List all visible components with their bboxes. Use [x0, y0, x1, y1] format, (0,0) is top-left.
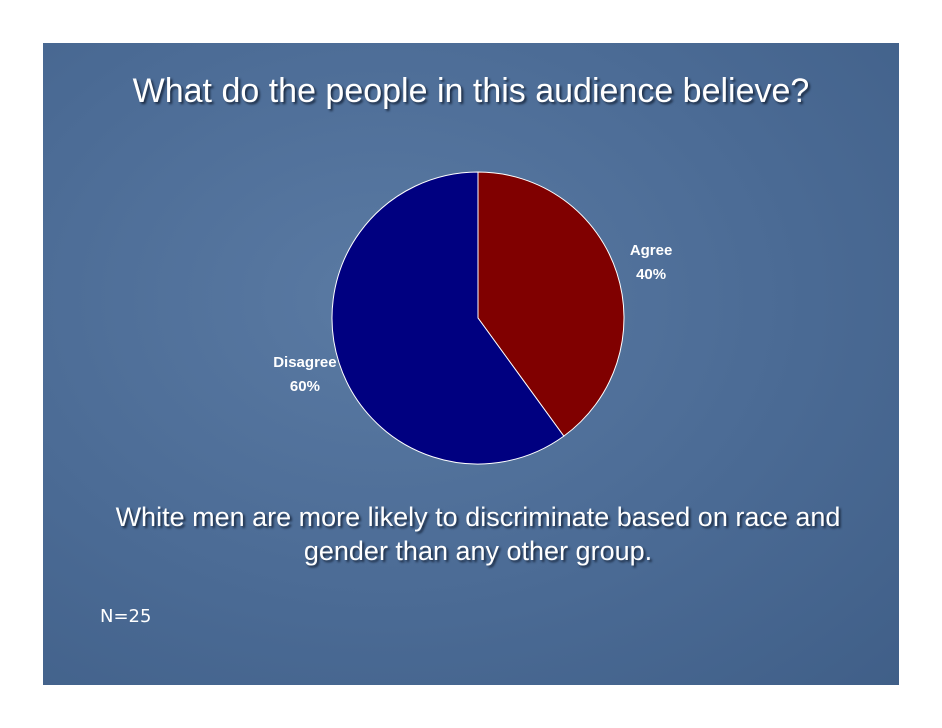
slice-label: Disagree: [273, 354, 336, 371]
note: N=25: [100, 606, 152, 627]
pie-slice: [331, 171, 565, 465]
slice-value-label: 60%: [290, 378, 320, 395]
pie-slice: [477, 171, 625, 437]
chart-title: What do the people in this audience beli…: [133, 72, 810, 110]
caption: White men are more likely to discriminat…: [115, 502, 841, 566]
slice-value-label: 40%: [636, 266, 666, 283]
slice-label: Agree: [630, 242, 673, 259]
